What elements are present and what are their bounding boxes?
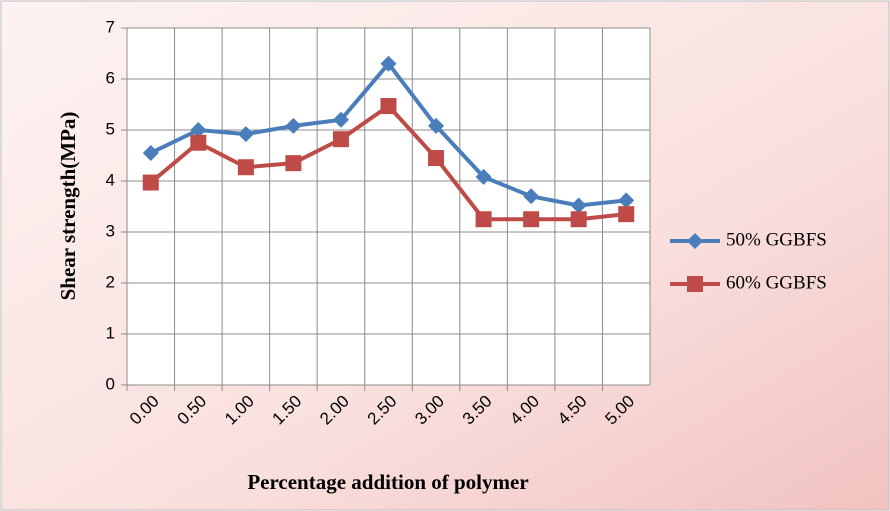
data-point [428, 150, 445, 167]
data-point [237, 159, 254, 176]
y-tick-label: 1 [106, 323, 115, 342]
data-point [380, 55, 397, 72]
legend-label: 50% GGBFS [726, 229, 827, 250]
data-point [332, 131, 349, 148]
data-point [428, 117, 445, 134]
data-point [523, 188, 540, 205]
y-tick-label: 7 [106, 17, 115, 36]
y-tick-label: 4 [106, 170, 115, 189]
data-point [285, 155, 302, 172]
data-point [618, 206, 635, 223]
data-point [142, 174, 159, 191]
data-point [332, 111, 349, 128]
x-axis-title: Percentage addition of polymer [247, 470, 528, 494]
data-point [380, 98, 397, 115]
data-point [570, 211, 587, 228]
data-point [190, 122, 207, 138]
data-point [475, 211, 492, 228]
data-point [190, 134, 207, 151]
data-point [570, 197, 587, 214]
data-point [285, 117, 302, 134]
y-tick-label: 5 [106, 119, 115, 138]
y-tick-label: 0 [106, 374, 115, 393]
data-point [475, 168, 492, 185]
y-tick-label: 6 [106, 68, 115, 87]
y-axis-title: Shear strength(MPa) [56, 112, 80, 301]
legend-marker [687, 233, 703, 249]
y-tick-label: 2 [106, 272, 115, 291]
legend-marker [687, 276, 703, 292]
data-point [142, 144, 159, 161]
y-tick-label: 3 [106, 221, 115, 240]
legend-label: 60% GGBFS [726, 272, 827, 293]
data-point [523, 211, 540, 228]
data-point [618, 192, 635, 209]
data-point [237, 126, 254, 143]
plot-area [127, 28, 650, 385]
